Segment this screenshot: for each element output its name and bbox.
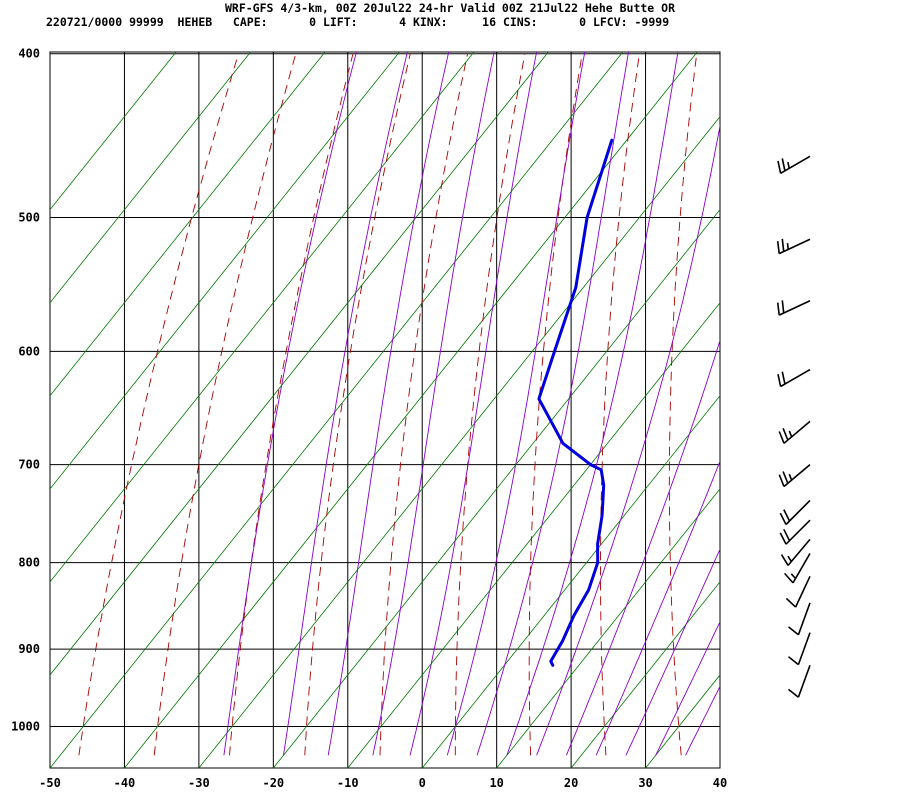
- x-tick-labels: -50 -40 -30 -20 -10 0 10 20 30 40: [39, 776, 727, 790]
- y-tick-label: 800: [18, 556, 40, 570]
- wind-barb: [785, 575, 811, 608]
- y-tick-labels: 400 500 600 700 800 900 1000: [11, 47, 40, 734]
- isotherm-line: [645, 674, 720, 768]
- isotherm-line: [50, 52, 549, 676]
- x-tick-label: -50: [39, 776, 61, 790]
- wind-barb: [784, 553, 811, 584]
- isotherm-line: [50, 52, 177, 211]
- isotherm-line: [50, 52, 326, 397]
- moist-adiabat-line: [536, 123, 720, 756]
- moist-adiabat-line: [595, 460, 720, 756]
- moist-adiabat-line: [506, 52, 679, 756]
- wind-barb: [778, 463, 811, 488]
- isotherm-line: [50, 52, 475, 583]
- chart-title: WRF-GFS 4/3-km, 00Z 20Jul22 24-hr Valid …: [224, 1, 676, 15]
- moist-adiabat-line: [327, 52, 450, 756]
- wind-barb: [776, 300, 811, 316]
- wind-barb: [780, 538, 811, 566]
- plot-frame: [49, 51, 721, 769]
- wind-barb: [788, 665, 811, 698]
- wind-barb: [788, 602, 811, 636]
- isotherm-line: [198, 115, 720, 768]
- isotherm-line: [719, 767, 720, 768]
- profiles: [537, 138, 614, 667]
- dry-adiabat-line: [304, 53, 411, 756]
- wind-barb: [777, 368, 811, 388]
- wind-barbs: [776, 155, 811, 698]
- x-tick-label: 20: [564, 776, 578, 790]
- dry-adiabat-line: [600, 53, 640, 756]
- dry-adiabat-line: [668, 53, 698, 756]
- moist-adiabat-line: [372, 52, 495, 756]
- dry-adiabat-line: [379, 53, 469, 756]
- x-tick-label: 30: [638, 776, 652, 790]
- isotherm-line: [124, 52, 698, 768]
- moist-adiabat-line: [565, 338, 720, 756]
- moist-adiabat-line: [283, 52, 408, 756]
- dry-adiabat-line: [78, 53, 239, 756]
- x-tick-label: -40: [114, 776, 136, 790]
- moist-adiabat-line: [655, 620, 720, 756]
- isotherm-line: [347, 302, 720, 768]
- y-tick-label: 600: [18, 344, 40, 358]
- moist-adiabat-line: [625, 548, 720, 756]
- isotherm-line: [496, 488, 720, 768]
- y-tick-label: 1000: [11, 720, 40, 734]
- wind-barb: [776, 238, 811, 255]
- moist-adiabat-line: [223, 52, 357, 756]
- isotherm-line: [50, 52, 251, 304]
- wind-barb: [779, 499, 811, 526]
- wind-barb: [778, 420, 811, 444]
- y-tick-label: 700: [18, 458, 40, 472]
- y-tick-label: 500: [18, 211, 40, 225]
- moist-adiabat-line: [476, 52, 629, 756]
- isotherm-line: [50, 52, 624, 768]
- dry-adiabat-line: [736, 54, 757, 756]
- x-tick-label: -30: [188, 776, 210, 790]
- x-tick-label: -10: [337, 776, 359, 790]
- dry-adiabat-line: [454, 53, 526, 756]
- wind-barb: [788, 632, 811, 666]
- moist-adiabat-line: [409, 52, 538, 756]
- dry-adiabat-line: [528, 53, 583, 756]
- reference-lines: [50, 52, 900, 768]
- isotherm-line: [273, 209, 720, 768]
- x-tick-label: -20: [262, 776, 284, 790]
- x-tick-label: 40: [713, 776, 727, 790]
- grid: [50, 52, 720, 768]
- wind-barb: [777, 155, 811, 174]
- isotherm-line: [421, 395, 720, 768]
- x-tick-label: 0: [419, 776, 426, 790]
- x-tick-label: 10: [489, 776, 503, 790]
- isotherm-line: [570, 581, 720, 768]
- wind-barb: [779, 519, 811, 545]
- sounding-indices: 220721/0000 99999 HEHEB CAPE: 0 LIFT: 4 …: [46, 15, 670, 29]
- isotherm-line: [50, 52, 400, 490]
- dewpoint-line: [537, 138, 614, 667]
- dry-adiabat-line: [863, 54, 900, 756]
- y-tick-label: 400: [18, 47, 40, 61]
- y-tick-label: 900: [18, 642, 40, 656]
- dry-adiabat-line: [153, 53, 297, 756]
- moist-adiabat-line: [446, 52, 586, 756]
- dry-adiabat-line: [229, 53, 354, 756]
